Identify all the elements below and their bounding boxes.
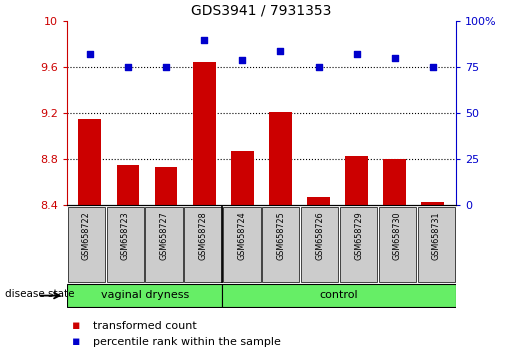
Text: GSM658725: GSM658725 <box>277 212 285 260</box>
Bar <box>269 112 292 205</box>
Point <box>391 55 399 61</box>
Text: GSM658724: GSM658724 <box>237 212 246 260</box>
Text: transformed count: transformed count <box>93 321 196 331</box>
Text: GSM658730: GSM658730 <box>393 212 402 260</box>
Text: percentile rank within the sample: percentile rank within the sample <box>93 337 281 347</box>
Title: GDS3941 / 7931353: GDS3941 / 7931353 <box>191 3 332 17</box>
Point <box>277 48 285 53</box>
Bar <box>340 207 377 282</box>
Bar <box>307 197 330 205</box>
Bar <box>67 285 222 307</box>
Text: GSM658722: GSM658722 <box>82 212 91 260</box>
Text: control: control <box>320 290 358 300</box>
Bar <box>301 207 338 282</box>
Bar <box>67 207 105 282</box>
Point <box>124 64 132 70</box>
Point <box>85 52 94 57</box>
Text: GSM658727: GSM658727 <box>160 212 168 260</box>
Point <box>353 52 361 57</box>
Bar <box>193 62 216 205</box>
Text: ▪: ▪ <box>72 335 81 348</box>
Bar <box>418 207 455 282</box>
Bar <box>78 119 101 205</box>
Bar <box>231 151 254 205</box>
Bar <box>262 207 300 282</box>
Bar <box>383 159 406 205</box>
Bar <box>145 207 183 282</box>
Bar <box>154 167 178 205</box>
Bar <box>421 202 444 205</box>
Text: GSM658728: GSM658728 <box>199 212 208 260</box>
Text: ▪: ▪ <box>72 319 81 332</box>
Text: disease state: disease state <box>5 289 75 299</box>
Text: GSM658731: GSM658731 <box>432 212 441 260</box>
Point <box>315 64 323 70</box>
Point <box>200 37 208 42</box>
Text: GSM658723: GSM658723 <box>121 212 130 260</box>
Bar <box>116 165 140 205</box>
Point <box>162 64 170 70</box>
Text: vaginal dryness: vaginal dryness <box>100 290 189 300</box>
Bar <box>184 207 222 282</box>
Bar <box>345 156 368 205</box>
Bar <box>379 207 416 282</box>
Text: GSM658729: GSM658729 <box>354 212 363 260</box>
Point <box>238 57 246 63</box>
Text: GSM658726: GSM658726 <box>315 212 324 260</box>
Point <box>429 64 437 70</box>
Bar <box>223 207 261 282</box>
Bar <box>107 207 144 282</box>
Bar <box>222 285 456 307</box>
